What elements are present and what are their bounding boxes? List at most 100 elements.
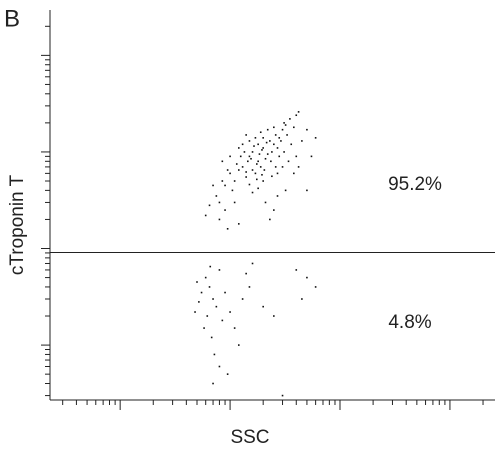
point [276, 172, 279, 175]
point [209, 265, 212, 268]
point [198, 301, 200, 303]
point [212, 382, 214, 385]
point [284, 124, 287, 126]
panel-label: B [4, 5, 20, 32]
point [218, 365, 221, 368]
point [251, 262, 254, 265]
point [226, 169, 229, 171]
point [226, 373, 229, 375]
point [261, 149, 263, 151]
point [259, 166, 262, 168]
point [273, 126, 275, 129]
point [280, 140, 282, 142]
point [259, 131, 262, 134]
point [237, 169, 240, 171]
point [208, 286, 211, 288]
point [271, 151, 273, 153]
point [274, 166, 277, 168]
point [229, 311, 231, 313]
point [215, 305, 218, 308]
point [248, 286, 251, 288]
point [269, 140, 271, 142]
point [306, 128, 308, 131]
point [250, 157, 252, 160]
point [239, 155, 242, 158]
point [287, 160, 290, 163]
point [241, 166, 244, 168]
point [233, 180, 236, 182]
point [295, 269, 298, 271]
point [254, 137, 257, 139]
point [269, 218, 271, 221]
point [237, 344, 240, 346]
point [276, 147, 279, 149]
point [208, 204, 211, 207]
point [235, 163, 238, 165]
point [233, 327, 236, 329]
point [263, 169, 266, 171]
point [264, 201, 267, 204]
point [253, 145, 255, 147]
point [212, 298, 214, 300]
point [286, 134, 288, 136]
point [301, 140, 303, 142]
point [203, 327, 205, 329]
point [301, 298, 303, 300]
point [200, 291, 203, 294]
point [297, 166, 300, 168]
point [297, 111, 300, 113]
point [273, 315, 275, 317]
point [247, 160, 249, 163]
point [289, 118, 291, 120]
point [262, 305, 264, 308]
point [258, 153, 261, 155]
point [241, 298, 244, 300]
point [266, 153, 269, 155]
point [221, 160, 224, 163]
point [248, 155, 251, 158]
x-axis-label: SSC [230, 427, 269, 448]
point [314, 137, 317, 139]
point [196, 281, 198, 283]
point [274, 134, 277, 136]
point [306, 276, 308, 279]
point [226, 228, 229, 230]
point [276, 195, 279, 197]
point [221, 319, 224, 322]
point [194, 311, 196, 313]
point [245, 176, 247, 178]
point [271, 175, 273, 178]
point [254, 172, 257, 175]
point [270, 160, 272, 163]
point [281, 394, 284, 397]
point [251, 151, 254, 153]
point [251, 191, 254, 194]
point [241, 143, 244, 146]
point [283, 151, 285, 153]
point [293, 126, 295, 129]
point [233, 201, 236, 204]
point [251, 169, 254, 171]
point [218, 218, 221, 221]
point [273, 143, 275, 146]
point [256, 163, 258, 165]
point [243, 151, 246, 153]
point [283, 122, 285, 124]
point [262, 137, 264, 139]
point [229, 172, 231, 175]
point [306, 189, 308, 192]
y-axis-label: cTroponin T [7, 174, 28, 275]
point [245, 171, 247, 173]
point [245, 272, 247, 275]
point [264, 157, 267, 160]
point [257, 143, 259, 146]
point [273, 209, 275, 211]
point [218, 269, 221, 271]
point [256, 178, 258, 181]
quadrant-percent: 4.8% [388, 312, 431, 333]
point [248, 140, 251, 142]
point [295, 155, 298, 158]
point [257, 187, 259, 190]
